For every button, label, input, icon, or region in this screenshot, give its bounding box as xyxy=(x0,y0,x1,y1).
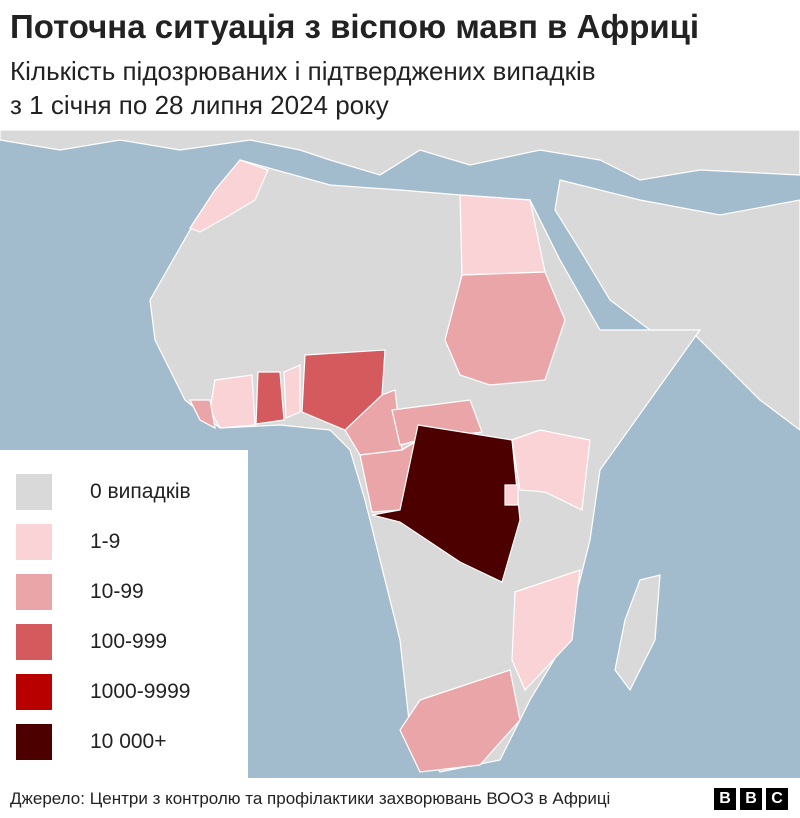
legend-label: 0 випадків xyxy=(90,480,191,503)
drc xyxy=(371,424,521,583)
uganda-kenya xyxy=(511,429,591,511)
legend-label: 1-9 xyxy=(90,530,121,553)
header: Поточна ситуація з віспою мавп в Африці … xyxy=(0,0,800,130)
logo-letter: B xyxy=(740,788,762,810)
subtitle: Кількість підозрюваних і підтверджених в… xyxy=(10,56,596,86)
legend-swatch xyxy=(16,674,52,710)
legend-swatch xyxy=(16,624,52,660)
legend-swatch xyxy=(16,574,52,610)
arabia xyxy=(554,179,800,431)
source: Джерело: Центри з контролю та профілакти… xyxy=(10,789,611,808)
logo-letter: B xyxy=(714,788,736,810)
legend-label: 10-99 xyxy=(90,580,144,603)
legend-swatch xyxy=(16,724,52,760)
logo-letter: C xyxy=(766,788,788,810)
title: Поточна ситуація з віспою мавп в Африці xyxy=(10,8,700,45)
footer: Джерело: Центри з контролю та профілакти… xyxy=(0,778,800,818)
ghana xyxy=(255,371,285,425)
togo-benin xyxy=(283,364,301,419)
morocco xyxy=(189,159,269,233)
rwanda-burundi xyxy=(504,484,519,506)
legend-swatch xyxy=(16,524,52,560)
europe xyxy=(0,130,800,181)
south-africa xyxy=(399,669,521,773)
legend: 0 випадків 1-9 10-99 100-999 1000-9999 10 000… xyxy=(0,450,248,778)
ivory-coast xyxy=(209,374,256,429)
mozambique xyxy=(511,569,581,692)
sudan xyxy=(444,271,566,386)
legend-swatch xyxy=(16,474,52,510)
legend-label: 1000-9999 xyxy=(90,680,191,703)
legend-label: 100-999 xyxy=(90,630,168,653)
madagascar xyxy=(614,574,661,692)
subtitle: з 1 січня по 28 липня 2024 року xyxy=(10,90,389,120)
liberia xyxy=(189,399,216,430)
legend-label: 10 000+ xyxy=(90,730,167,753)
